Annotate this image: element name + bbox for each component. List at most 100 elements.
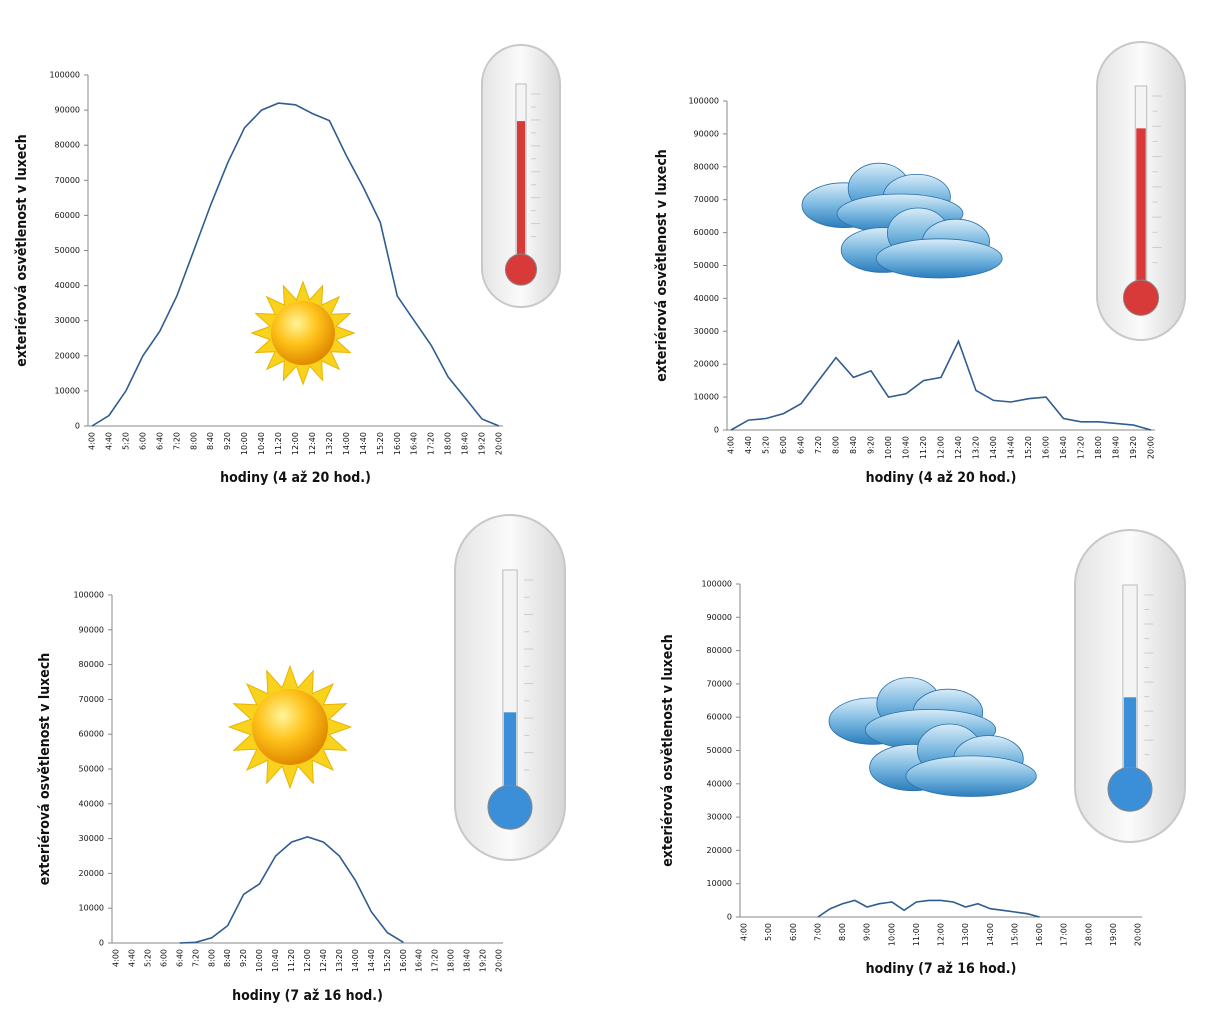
x-tick-label: 12:00	[937, 923, 946, 946]
x-tick-label: 8:00	[838, 923, 847, 941]
x-tick-label: 6:40	[175, 949, 184, 967]
x-tick-label: 9:20	[239, 949, 248, 967]
y-tick-label: 90000	[694, 129, 719, 138]
sun	[229, 666, 351, 788]
x-tick-label: 16:00	[1035, 923, 1044, 946]
x-tick-label: 16:00	[1042, 436, 1051, 459]
x-tick-label: 8:00	[189, 432, 198, 450]
y-tick-label: 40000	[55, 281, 80, 290]
cloud-puff	[876, 239, 1002, 278]
x-tick-label: 8:40	[223, 949, 232, 967]
cloud	[802, 163, 1002, 278]
x-tick-label: 19:20	[478, 432, 487, 455]
x-tick-label: 9:20	[867, 436, 876, 454]
x-tick-label: 18:40	[463, 949, 472, 972]
x-tick-label: 15:00	[1010, 923, 1019, 946]
x-tick-label: 11:20	[287, 949, 296, 972]
y-tick-label: 60000	[694, 228, 719, 237]
cloud-puff	[906, 756, 1037, 797]
x-tick-label: 14:00	[351, 949, 360, 972]
x-tick-label: 8:40	[206, 432, 215, 450]
y-tick-label: 70000	[79, 695, 104, 704]
x-tick-label: 16:40	[410, 432, 419, 455]
thermometer-fill	[517, 121, 525, 269]
x-tick-label: 7:00	[813, 923, 822, 941]
thermometer-bulb	[505, 254, 536, 285]
x-tick-label: 11:20	[919, 436, 928, 459]
y-tick-label: 0	[714, 426, 719, 435]
y-tick-label: 10000	[707, 879, 732, 888]
x-tick-label: 6:40	[155, 432, 164, 450]
y-tick-label: 50000	[55, 246, 80, 255]
cloud	[829, 678, 1036, 797]
x-tick-label: 20:00	[495, 949, 504, 972]
y-tick-label: 10000	[79, 904, 104, 913]
y-tick-label: 70000	[55, 176, 80, 185]
x-tick-label: 10:00	[255, 949, 264, 972]
x-tick-label: 6:00	[138, 432, 147, 450]
thermometer	[1075, 530, 1185, 842]
x-tick-label: 14:40	[359, 432, 368, 455]
x-axis-title: hodiny (7 až 16 hod.)	[866, 961, 1017, 977]
y-tick-label: 50000	[694, 261, 719, 270]
y-axis-title: exteriérová osvětlenost v luxech	[660, 634, 676, 867]
x-tick-label: 17:20	[431, 949, 440, 972]
x-axis-title: hodiny (4 až 20 hod.)	[866, 470, 1017, 486]
x-tick-label: 11:00	[912, 923, 921, 946]
x-tick-label: 7:20	[191, 949, 200, 967]
thermometer	[482, 45, 560, 307]
sun-disc	[271, 301, 335, 365]
x-tick-label: 17:20	[1077, 436, 1086, 459]
x-tick-label: 4:00	[88, 432, 97, 450]
thermometer-fill	[1136, 128, 1145, 297]
thermometer-bulb	[1108, 767, 1152, 811]
y-tick-label: 90000	[79, 625, 104, 634]
y-tick-label: 50000	[707, 746, 732, 755]
thermometer	[1097, 42, 1185, 340]
x-tick-label: 6:00	[159, 949, 168, 967]
x-tick-label: 14:40	[367, 949, 376, 972]
x-tick-label: 12:00	[291, 432, 300, 455]
x-tick-label: 5:00	[764, 923, 773, 941]
x-tick-label: 10:00	[887, 923, 896, 946]
thermometer-bulb	[1123, 280, 1158, 315]
x-tick-label: 7:20	[172, 432, 181, 450]
x-tick-label: 12:40	[954, 436, 963, 459]
x-tick-label: 4:00	[740, 923, 749, 941]
y-tick-label: 70000	[694, 195, 719, 204]
x-tick-label: 10:40	[902, 436, 911, 459]
x-tick-label: 5:20	[762, 436, 771, 454]
y-tick-label: 50000	[79, 765, 104, 774]
x-tick-label: 13:00	[961, 923, 970, 946]
x-tick-label: 4:40	[744, 436, 753, 454]
sun-disc	[252, 689, 328, 765]
x-tick-label: 16:00	[399, 949, 408, 972]
y-tick-label: 40000	[707, 779, 732, 788]
x-tick-label: 12:40	[308, 432, 317, 455]
x-tick-label: 9:20	[223, 432, 232, 450]
y-tick-label: 20000	[694, 360, 719, 369]
x-tick-label: 9:00	[863, 923, 872, 941]
page: 0 10000 20000 30000 40000 50000 60000 70000 8000…	[0, 0, 1221, 1019]
y-tick-label: 80000	[707, 646, 732, 655]
x-axis-title: hodiny (7 až 16 hod.)	[232, 988, 383, 1004]
y-tick-label: 80000	[694, 162, 719, 171]
x-tick-label: 12:00	[937, 436, 946, 459]
x-tick-label: 18:40	[461, 432, 470, 455]
x-tick-label: 4:40	[105, 432, 114, 450]
x-tick-label: 12:00	[303, 949, 312, 972]
x-tick-label: 11:20	[274, 432, 283, 455]
x-tick-label: 6:00	[779, 436, 788, 454]
y-tick-label: 30000	[79, 834, 104, 843]
y-tick-label: 100000	[701, 580, 732, 589]
x-tick-label: 18:40	[1112, 436, 1121, 459]
x-tick-label: 19:00	[1109, 923, 1118, 946]
x-tick-label: 14:00	[342, 432, 351, 455]
x-tick-label: 19:20	[479, 949, 488, 972]
y-tick-label: 30000	[707, 813, 732, 822]
sun	[252, 282, 354, 384]
y-tick-label: 0	[75, 422, 80, 431]
x-tick-label: 18:00	[444, 432, 453, 455]
x-tick-label: 10:40	[271, 949, 280, 972]
x-tick-label: 10:00	[884, 436, 893, 459]
